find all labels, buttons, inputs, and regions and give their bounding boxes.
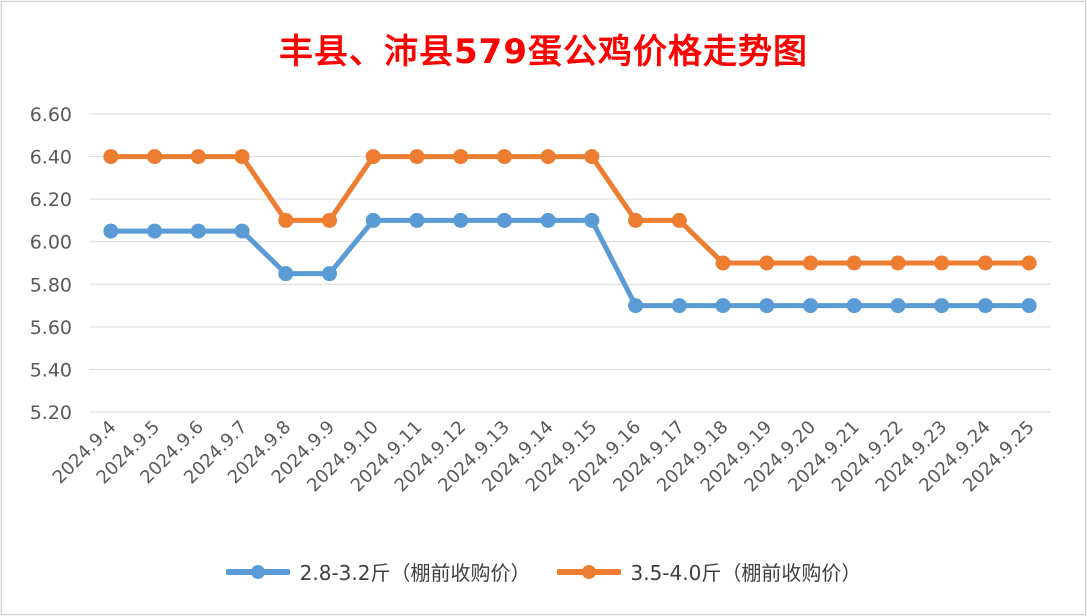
data-point-s2-20 [977,255,993,271]
y-tick-label-2: 5.60 [30,317,72,339]
data-point-s1-16 [803,298,818,314]
data-point-s2-8 [453,149,469,165]
data-point-s2-17 [846,255,862,271]
y-tick-label-6: 6.40 [30,147,72,169]
data-point-s1-3 [234,223,250,239]
legend-marker-series-2 [556,564,621,579]
data-point-s1-8 [453,212,469,228]
data-point-s2-4 [278,212,294,228]
data-point-s1-4 [278,266,294,282]
data-point-s1-2 [190,223,206,239]
legend-label-series-1: 2.8-3.2斤（棚前收购价） [299,561,531,585]
y-tick-label-4: 6.00 [30,232,72,254]
y-tick-label-0: 5.20 [30,402,72,424]
data-point-s2-6 [365,149,381,165]
data-point-s1-20 [977,298,993,314]
data-point-s2-7 [409,149,425,165]
data-point-s1-10 [540,212,556,228]
data-point-s1-0 [103,223,119,239]
series-line-2 [108,154,1032,266]
data-point-s2-16 [803,255,818,271]
y-tick-label-7: 6.60 [30,104,72,126]
data-point-s2-11 [584,149,600,165]
data-point-s2-0 [103,149,119,165]
data-point-s1-11 [584,212,600,228]
data-point-s1-12 [628,298,644,314]
data-point-s1-13 [671,298,687,314]
data-point-s2-1 [147,149,163,165]
data-point-s1-21 [1021,298,1037,314]
series-line-1 [108,217,1032,309]
data-point-s1-5 [322,266,337,282]
data-point-s2-12 [628,212,644,228]
data-point-s1-14 [715,298,731,314]
legend: 2.8-3.2斤（棚前收购价） 3.5-4.0斤（棚前收购价） [2,557,1085,586]
data-point-s2-21 [1021,255,1037,271]
data-point-s2-13 [671,212,687,228]
data-point-s1-17 [846,298,862,314]
y-tick-label-5: 6.20 [30,189,72,211]
y-tick-label-3: 5.80 [30,274,72,296]
y-tick-label-1: 5.40 [30,359,72,381]
data-point-s1-7 [409,212,425,228]
data-point-s1-1 [147,223,163,239]
legend-marker-series-1 [225,564,290,579]
legend-item-series-1: 2.8-3.2斤（棚前收购价） [225,557,531,586]
data-point-s2-15 [759,255,775,271]
chart-title: 丰县、沛县579蛋公鸡价格走势图 [279,32,808,72]
data-point-s2-9 [496,149,512,165]
data-point-s2-14 [715,255,731,271]
data-point-s2-19 [934,255,950,271]
data-point-s2-2 [190,149,206,165]
data-point-s1-19 [934,298,950,314]
data-point-s1-9 [496,212,512,228]
data-point-s1-6 [365,212,381,228]
data-point-s2-18 [890,255,906,271]
data-point-s1-18 [890,298,906,314]
legend-item-series-2: 3.5-4.0斤（棚前收购价） [556,557,862,586]
data-point-s2-5 [322,212,337,228]
data-point-s2-10 [540,149,556,165]
data-point-s2-3 [234,149,250,165]
data-point-s1-15 [759,298,775,314]
legend-label-series-2: 3.5-4.0斤（棚前收购价） [630,561,862,585]
